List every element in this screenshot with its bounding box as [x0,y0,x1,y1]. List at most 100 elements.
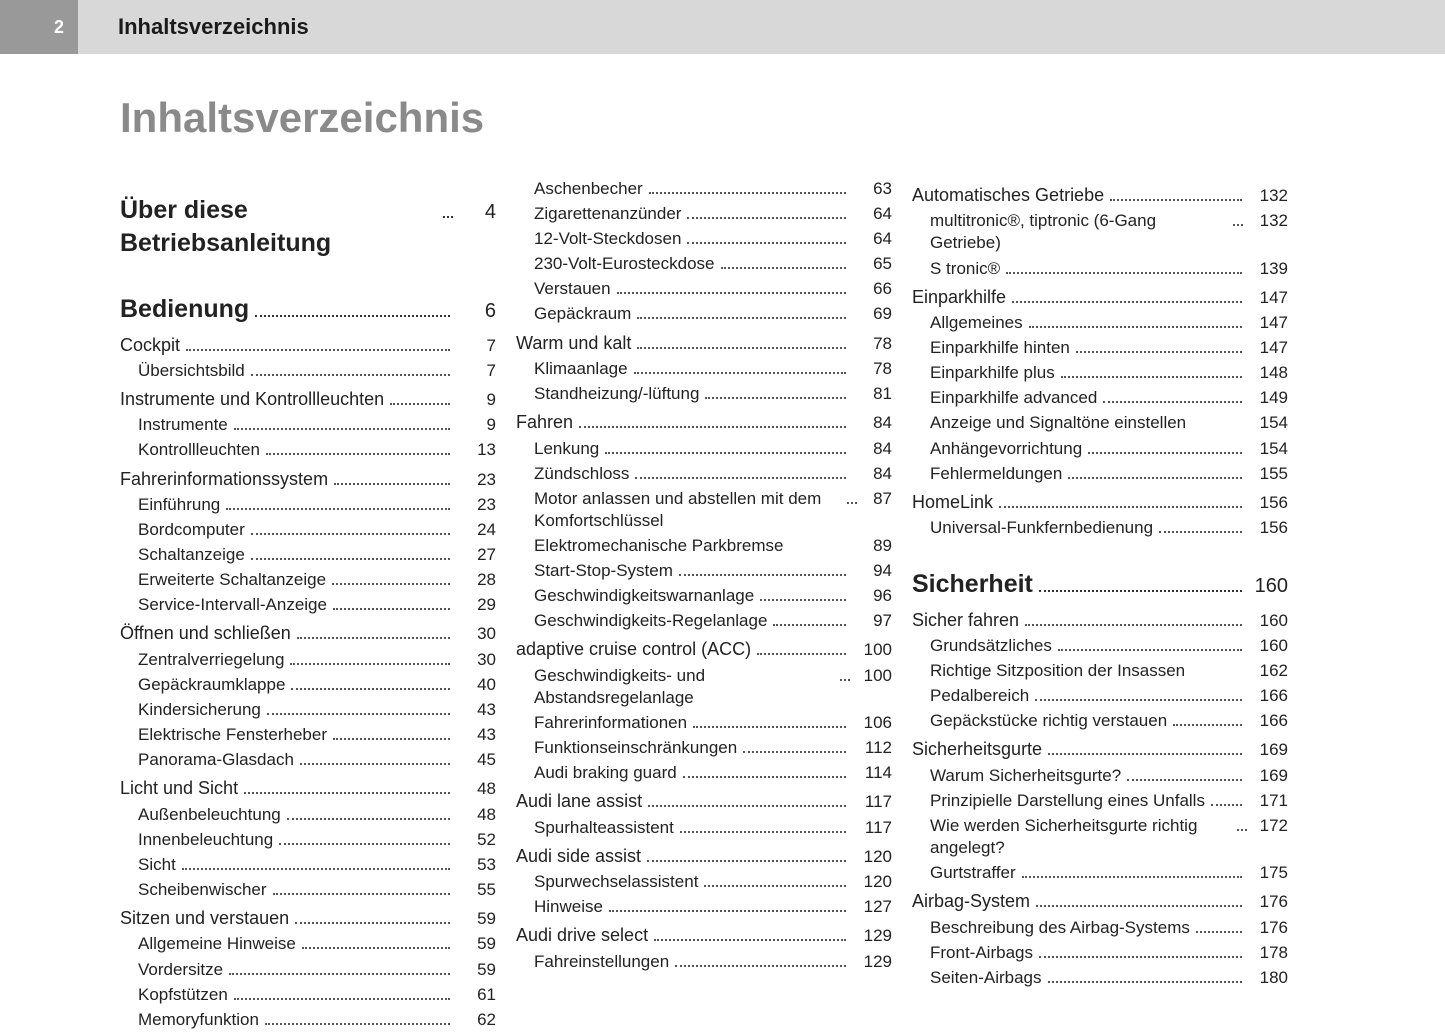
toc-entry[interactable]: Gurtstraffer175 [912,862,1288,884]
toc-entry[interactable]: Seiten-Airbags180 [912,967,1288,989]
toc-entry[interactable]: Funktionseinschränkungen112 [516,737,892,759]
toc-entry[interactable]: Fahreinstellungen129 [516,951,892,973]
toc-entry[interactable]: Kontrollleuchten13 [120,439,496,461]
toc-entry[interactable]: Start-Stop-System94 [516,560,892,582]
toc-entry[interactable]: Fahren84 [516,411,892,434]
toc-entry[interactable]: Übersichtsbild7 [120,360,496,382]
toc-entry[interactable]: Service-Intervall-Anzeige29 [120,594,496,616]
toc-entry[interactable]: Innenbeleuchtung52 [120,829,496,851]
toc-entry[interactable]: Spurhalteassistent117 [516,817,892,839]
toc-entry[interactable]: Audi drive select129 [516,924,892,947]
toc-label: Richtige Sitzposition der Insassen [930,660,1185,682]
toc-entry[interactable]: Allgemeine Hinweise59 [120,933,496,955]
toc-dots [182,868,450,870]
toc-entry[interactable]: Fehlermeldungen155 [912,463,1288,485]
toc-label: Sicher fahren [912,609,1019,632]
toc-entry[interactable]: Verstauen66 [516,278,892,300]
toc-entry[interactable]: Motor anlassen und abstellen mit dem Kom… [516,488,892,532]
toc-dots [654,939,846,941]
toc-entry[interactable]: Gepäckraum69 [516,303,892,325]
toc-entry[interactable]: Zigarettenanzünder64 [516,203,892,225]
toc-entry[interactable]: Anzeige und Signaltöne einstellen154 [912,412,1288,434]
toc-dots [1103,401,1242,403]
toc-entry[interactable]: Bedienung6 [120,293,496,326]
toc-entry[interactable]: Instrumente und Kontrollleuchten9 [120,388,496,411]
toc-entry[interactable]: Automatisches Getriebe132 [912,184,1288,207]
toc-entry[interactable]: Kindersicherung43 [120,699,496,721]
toc-entry[interactable]: Audi lane assist117 [516,790,892,813]
toc-entry[interactable]: Sicherheitsgurte169 [912,738,1288,761]
toc-entry[interactable]: Schaltanzeige27 [120,544,496,566]
toc-entry[interactable]: Elektromechanische Parkbremse89 [516,535,892,557]
toc-entry[interactable]: Erweiterte Schaltanzeige28 [120,569,496,591]
toc-entry[interactable]: Hinweise127 [516,896,892,918]
toc-entry[interactable]: Universal-Funkfernbedienung156 [912,517,1288,539]
toc-entry[interactable]: Zentralverriegelung30 [120,649,496,671]
toc-entry[interactable]: Richtige Sitzposition der Insassen162 [912,660,1288,682]
toc-entry[interactable]: Einparkhilfe plus148 [912,362,1288,384]
toc-entry[interactable]: Scheibenwischer55 [120,879,496,901]
toc-entry[interactable]: Einparkhilfe hinten147 [912,337,1288,359]
toc-entry[interactable]: Geschwindigkeits-Regelanlage97 [516,610,892,632]
toc-entry[interactable]: S tronic®139 [912,258,1288,280]
toc-dots [300,763,450,765]
toc-entry[interactable]: Licht und Sicht48 [120,777,496,800]
toc-entry[interactable]: Memoryfunktion62 [120,1009,496,1031]
toc-entry[interactable]: Einparkhilfe147 [912,286,1288,309]
toc-entry[interactable]: Sitzen und verstauen59 [120,907,496,930]
toc-entry[interactable]: Lenkung84 [516,438,892,460]
toc-entry[interactable]: Sicht53 [120,854,496,876]
toc-entry[interactable]: Cockpit7 [120,334,496,357]
toc-entry[interactable]: Anhängevorrichtung154 [912,438,1288,460]
toc-entry[interactable]: Sicher fahren160 [912,609,1288,632]
toc-entry[interactable]: 230-Volt-Eurosteckdose65 [516,253,892,275]
toc-dots [333,738,450,740]
toc-entry[interactable]: Audi side assist120 [516,845,892,868]
toc-entry[interactable]: Fahrerinformationen106 [516,712,892,734]
toc-page: 114 [852,762,892,784]
toc-entry[interactable]: Airbag-System176 [912,890,1288,913]
toc-entry[interactable]: Gepäckraumklappe40 [120,674,496,696]
toc-entry[interactable]: multitronic®, tiptronic (6-Gang Getriebe… [912,210,1288,254]
toc-page: 154 [1248,438,1288,460]
toc-page: 176 [1248,891,1288,913]
toc-entry[interactable]: Kopfstützen61 [120,984,496,1006]
toc-entry[interactable]: Elektrische Fensterheber43 [120,724,496,746]
toc-entry[interactable]: Öffnen und schließen30 [120,622,496,645]
toc-entry[interactable]: Prinzipielle Darstellung eines Unfalls17… [912,790,1288,812]
toc-entry[interactable]: Zündschloss84 [516,463,892,485]
toc-entry[interactable]: Wie werden Sicherheitsgurte richtig ange… [912,815,1288,859]
toc-entry[interactable]: Klimaanlage78 [516,358,892,380]
toc-entry[interactable]: Über diese Betriebsanleitung4 [120,194,496,259]
toc-entry[interactable]: Allgemeines147 [912,312,1288,334]
toc-entry[interactable]: Bordcomputer24 [120,519,496,541]
toc-entry[interactable]: Audi braking guard114 [516,762,892,784]
toc-entry[interactable]: Fahrerinformationssystem23 [120,468,496,491]
toc-entry[interactable]: Spurwechselassistent120 [516,871,892,893]
toc-dots [226,508,450,510]
toc-entry[interactable]: Gepäckstücke richtig verstauen166 [912,710,1288,732]
toc-entry[interactable]: Geschwindigkeitswarnanlage96 [516,585,892,607]
toc-entry[interactable]: Geschwindigkeits- und Abstandsregelanlag… [516,665,892,709]
toc-entry[interactable]: Front-Airbags178 [912,942,1288,964]
toc-entry[interactable]: Vordersitze59 [120,959,496,981]
toc-entry[interactable]: Einparkhilfe advanced149 [912,387,1288,409]
toc-entry[interactable]: Außenbeleuchtung48 [120,804,496,826]
toc-entry[interactable]: Aschenbecher63 [516,178,892,200]
toc-entry[interactable]: Einführung23 [120,494,496,516]
toc-dots [637,317,846,319]
toc-entry[interactable]: Warum Sicherheitsgurte?169 [912,765,1288,787]
toc-entry[interactable]: Panorama-Glasdach45 [120,749,496,771]
toc-entry[interactable]: Warm und kalt78 [516,332,892,355]
toc-entry[interactable]: Grundsätzliches160 [912,635,1288,657]
toc-entry[interactable]: adaptive cruise control (ACC)100 [516,638,892,661]
toc-entry[interactable]: Instrumente9 [120,414,496,436]
toc-label: Vordersitze [138,959,223,981]
toc-entry[interactable]: 12-Volt-Steckdosen64 [516,228,892,250]
toc-entry[interactable]: Standheizung/-lüftung81 [516,383,892,405]
toc-entry[interactable]: HomeLink156 [912,491,1288,514]
toc-entry[interactable]: Beschreibung des Airbag-Systems176 [912,917,1288,939]
toc-dots [251,374,450,376]
toc-entry[interactable]: Pedalbereich166 [912,685,1288,707]
toc-entry[interactable]: Sicherheit160 [912,568,1288,601]
